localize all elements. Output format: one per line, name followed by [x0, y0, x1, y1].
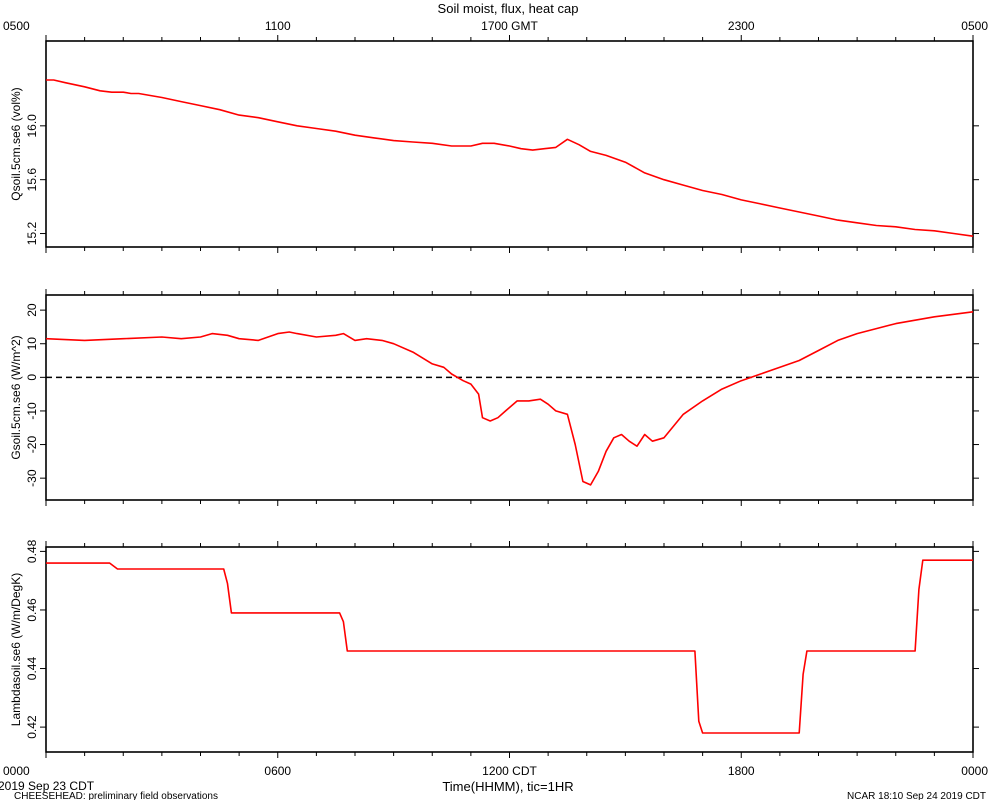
y-tick-label: -20 — [25, 436, 39, 454]
y-tick-label: -30 — [25, 469, 39, 487]
y-tick-label: 0 — [25, 374, 39, 381]
top-tick-label: 1100 — [265, 19, 291, 33]
bottom-tick-label: 1200 CDT — [482, 764, 537, 778]
y-tick-label: 0.46 — [25, 598, 39, 622]
plot-frame — [45, 294, 974, 501]
y-axis-label: Lambdasoil.se6 (W/m/DegK) — [9, 573, 23, 726]
top-time-axis-labels: 0500 1100 1700 GMT 2300 0500 — [3, 19, 988, 33]
top-tick-label: 0500 — [961, 19, 988, 33]
bottom-tick-label: 0600 — [264, 764, 291, 778]
series-line-3 — [46, 559, 973, 734]
y-tick-label: 20 — [25, 303, 39, 317]
footer-stamp: NCAR 18:10 Sep 24 2019 CDT — [847, 791, 986, 800]
y-tick-label: 15.2 — [25, 222, 39, 246]
y-tick-label: 0.42 — [25, 715, 39, 739]
panel-2: -30 -20 -10 0 10 20 Gsoil.5cm.se6 (W/m^2) — [9, 289, 979, 506]
top-tick-label: 0500 — [3, 19, 30, 33]
y-axis-label: Qsoil.5cm.se6 (vol%) — [9, 87, 23, 200]
footer-project: CHEESEHEAD: preliminary field observatio… — [14, 791, 218, 800]
bottom-tick-label: 0000 — [961, 764, 988, 778]
y-tick-label: 0.44 — [25, 657, 39, 681]
plot-frame — [45, 40, 974, 248]
bottom-tick-label: 1800 — [728, 764, 755, 778]
y-tick-label: -10 — [25, 402, 39, 420]
top-tick-label: 1700 GMT — [481, 19, 538, 33]
bottom-tick-label: 0000 — [3, 764, 30, 778]
series-line-1 — [46, 79, 974, 237]
y-tick-label: 0.48 — [25, 539, 39, 563]
x-axis-label: Time(HHMM), tic=1HR — [442, 779, 573, 794]
y-axis-label: Gsoil.5cm.se6 (W/m^2) — [9, 335, 23, 459]
chart-title: Soil moist, flux, heat cap — [438, 1, 579, 16]
footer-date: 2019 Sep 23 CDT — [0, 779, 95, 793]
y-tick-label: 10 — [25, 337, 39, 351]
bottom-time-axis-labels: 0000 0600 1200 CDT 1800 0000 — [3, 764, 988, 778]
y-tick-label: 16.0 — [25, 114, 39, 138]
plot-frame — [45, 546, 974, 753]
y-tick-label: 15.6 — [25, 168, 39, 192]
top-tick-label: 2300 — [728, 19, 755, 33]
series-line-2 — [45, 311, 974, 486]
